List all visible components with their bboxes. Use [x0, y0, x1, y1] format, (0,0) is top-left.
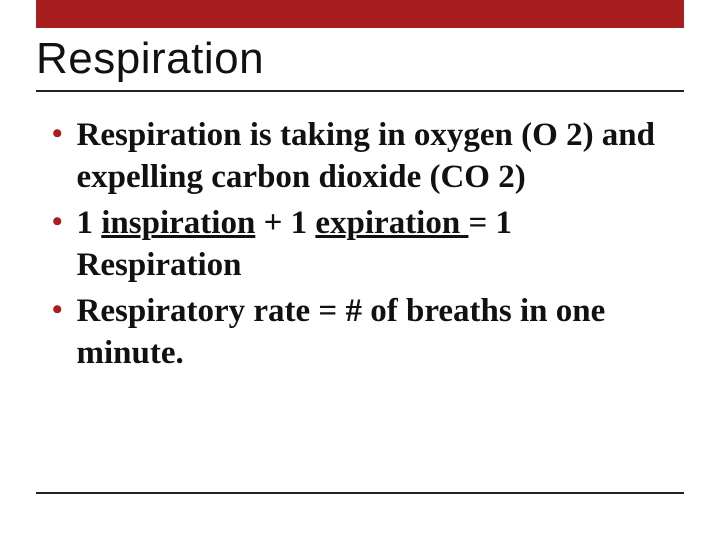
bullet-text: 1 inspiration + 1 expiration = 1 Respira…: [77, 202, 668, 286]
underlined-segment: inspiration: [101, 205, 255, 241]
bottom-rule: [36, 492, 684, 494]
title-container: Respiration: [36, 32, 684, 92]
text-segment: 1: [77, 205, 102, 241]
text-segment: Respiratory rate = # of breaths in one m…: [77, 293, 606, 371]
slide: Respiration • Respiration is taking in ox…: [0, 0, 720, 540]
bullet-item: • Respiration is taking in oxygen (O 2) a…: [52, 114, 668, 198]
bullet-dot-icon: •: [52, 202, 63, 242]
accent-bar: [36, 0, 684, 28]
bullet-text: Respiration is taking in oxygen (O 2) an…: [77, 114, 668, 198]
bullet-list: • Respiration is taking in oxygen (O 2) a…: [52, 114, 668, 374]
text-segment: + 1: [255, 205, 315, 241]
slide-title: Respiration: [36, 32, 684, 90]
bullet-item: • 1 inspiration + 1 expiration = 1 Respir…: [52, 202, 668, 286]
bullet-dot-icon: •: [52, 290, 63, 330]
bullet-item: • Respiratory rate = # of breaths in one …: [52, 290, 668, 374]
bullet-dot-icon: •: [52, 114, 63, 154]
text-segment: Respiration is taking in oxygen (O 2) an…: [77, 117, 656, 195]
underlined-segment: expiration: [315, 205, 468, 241]
bullet-text: Respiratory rate = # of breaths in one m…: [77, 290, 668, 374]
